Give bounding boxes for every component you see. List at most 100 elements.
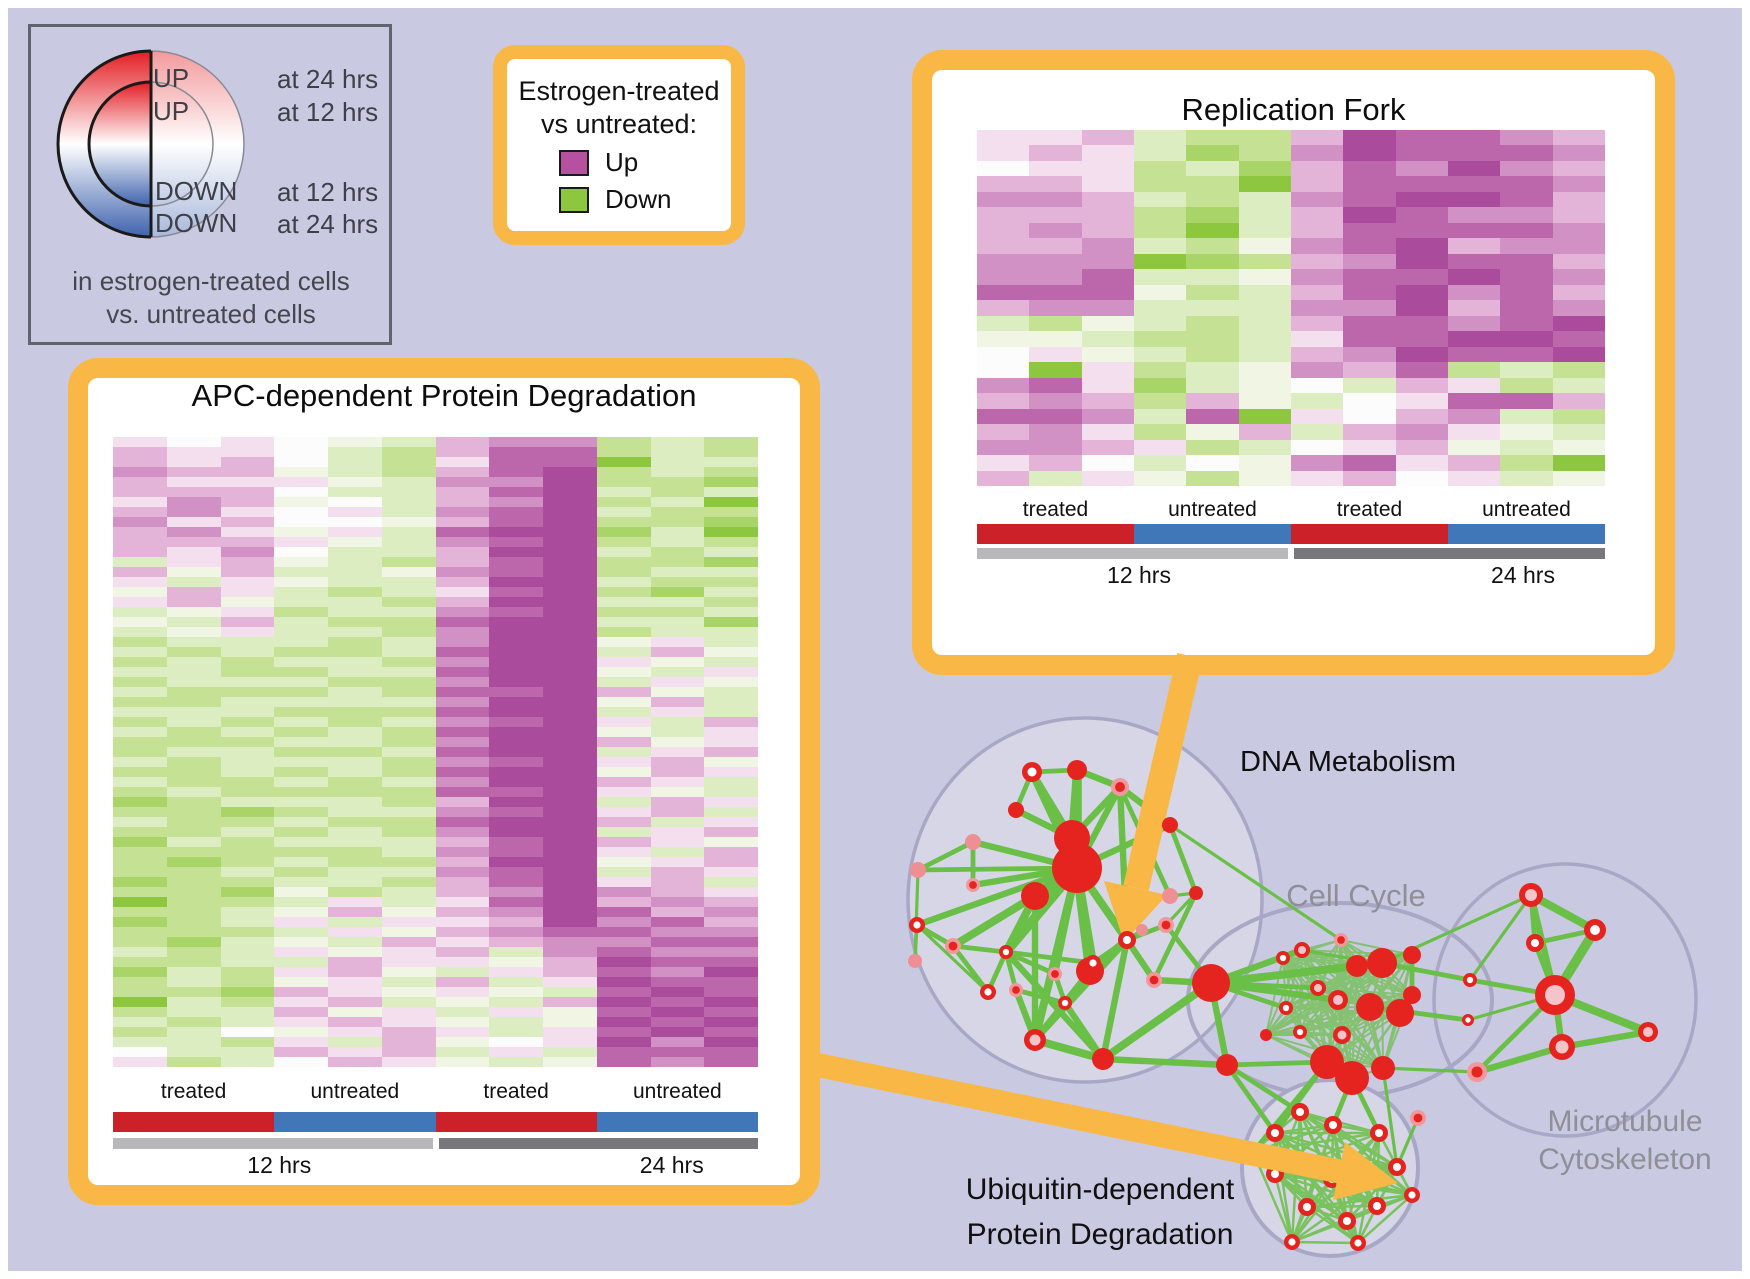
heatmap-cell [274,1037,328,1047]
heatmap-cell [381,947,436,957]
heatmap-cell [543,537,597,547]
heatmap-cell [977,393,1030,409]
heatmap-cell [381,447,436,457]
heatmap-cell [220,907,275,917]
heatmap-cell [274,477,328,487]
heatmap-cell [328,957,382,967]
untreated-color-bar [274,1112,436,1132]
heatmap-cell [381,777,436,787]
heatmap-cell [489,1007,543,1017]
heatmap-cell [1290,207,1344,223]
heatmap-cell [1290,284,1344,301]
heatmap-cell [328,787,382,797]
heatmap-cell [543,777,597,787]
heatmap-cell [166,797,221,807]
heatmap-cell [1133,145,1187,161]
heatmap-cell [1290,238,1344,254]
heatmap-cell [220,877,275,887]
heatmap-cell [381,877,436,887]
heatmap-cell [650,507,705,517]
apc-to-ubiquitin-shaft [805,1051,1345,1184]
heatmap-cell [166,737,221,747]
heatmap-cell [1343,346,1396,363]
heatmap-cell [274,567,328,577]
heatmap-cell [1081,269,1134,285]
caption-line2: vs. untreated cells [106,299,316,329]
up-color-swatch [559,149,589,176]
heatmap-cell [704,1007,758,1017]
heatmap-cell [1290,191,1344,208]
heatmap-cell [1500,253,1553,270]
heatmap-cell [543,837,597,847]
heatmap-cell [489,527,543,537]
heatmap-cell [489,587,543,597]
heatmap-cell [977,300,1030,316]
treated-color-bar [113,1112,275,1132]
heatmap-cell [596,647,651,657]
heatmap-cell [704,827,758,837]
treated-color-bar [1291,524,1448,544]
heatmap-cell [977,331,1030,347]
gene-node-q [1162,888,1178,904]
heatmap-cell [166,727,221,737]
heatmap-cell [1029,253,1082,270]
heatmap-cell [1395,331,1448,347]
gene-node-p [1545,985,1565,1005]
heatmap-cell [977,377,1030,394]
heatmap-cell [113,937,167,947]
heatmap-cell [704,537,758,547]
replication-fork-panel-title: Replication Fork [1181,92,1406,127]
heatmap-cell [274,617,328,627]
heatmap-cell [543,527,597,537]
heatmap-cell [596,817,651,827]
gene-node-s [1092,1048,1114,1070]
heatmap-cell [1290,176,1344,192]
heatmap-cell [113,567,167,577]
heatmap-cell [381,907,436,917]
heatmap-cell [220,487,275,497]
network-edge [1265,994,1413,1036]
network-edge [1003,949,1058,977]
heatmap-cell [704,497,758,507]
heatmap-cell [1395,253,1448,270]
heatmap-cell [704,767,758,777]
heatmap-cell [543,1037,597,1047]
heatmap-cell [1552,377,1605,394]
heatmap-cell [328,777,382,787]
network-edge [1357,1194,1413,1244]
heatmap-cell [220,977,275,987]
heatmap-cell [489,487,543,497]
heatmap-cell [328,717,382,727]
heatmap-cell [704,887,758,897]
heatmap-cell [328,797,382,807]
heatmap-cell [1238,470,1291,486]
heatmap-cell [113,887,167,897]
heatmap-cell [977,408,1030,425]
heatmap-cell [489,677,543,687]
network-edge [1168,823,1343,942]
heatmap-cell [650,1047,705,1057]
time-bar-24hrs [1294,548,1605,559]
heatmap-cell [1081,408,1134,425]
heatmap-cell [489,1027,543,1037]
heatmap-cell [650,437,705,447]
heatmap-cell [650,907,705,917]
heatmap-cell [596,1057,651,1067]
heatmap-cell [1552,315,1605,332]
heatmap-cell [274,917,328,927]
heatmap-cell [650,1017,705,1027]
heatmap-cell [650,527,705,537]
heatmap-cell [328,487,382,497]
up-item-label: Up [605,147,639,177]
heatmap-cell [435,827,490,837]
time-bar-12hrs [113,1138,433,1149]
heatmap-cell [274,607,328,617]
heatmap-cell [435,987,490,997]
heatmap-cell [650,487,705,497]
gene-node-r [1590,925,1600,935]
heatmap-cell [489,447,543,457]
heatmap-cell [596,657,651,667]
heatmap-cell [650,887,705,897]
heatmap-cell [1238,207,1291,223]
heatmap-cell [543,647,597,657]
